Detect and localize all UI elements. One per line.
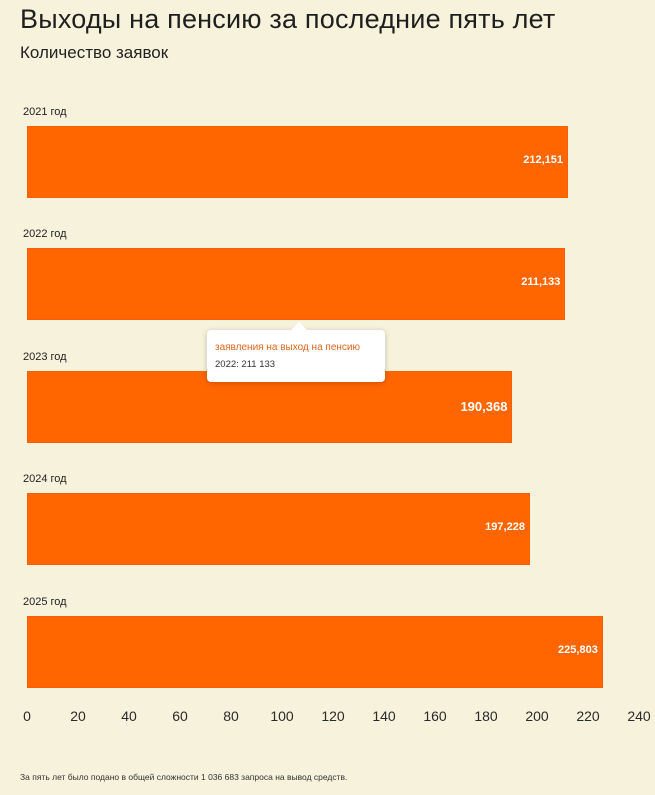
- x-tick-label: 180: [474, 708, 498, 724]
- x-tick-label: 100: [270, 708, 294, 724]
- category-label: 2022 год: [23, 228, 67, 240]
- x-tick-label: 140: [372, 708, 396, 724]
- bar[interactable]: [27, 126, 568, 198]
- category-label: 2023 год: [23, 351, 67, 363]
- tooltip-value: 2022: 211 133: [215, 359, 276, 370]
- bar-value-label: 212,151: [523, 154, 563, 166]
- bar-value-label: 211,133: [521, 276, 561, 288]
- x-tick-label: 60: [172, 708, 188, 724]
- bar[interactable]: [27, 493, 530, 565]
- bar-value-label: 197,228: [485, 521, 525, 533]
- footnote: За пять лет было подано в общей сложност…: [20, 772, 348, 782]
- bar[interactable]: [27, 616, 603, 688]
- bar[interactable]: [27, 371, 513, 443]
- category-label: 2025 год: [23, 596, 67, 608]
- x-tick-label: 40: [121, 708, 137, 724]
- x-tick-label: 80: [223, 708, 239, 724]
- tooltip-series-name: заявления на выход на пенсию: [215, 342, 360, 353]
- bar-value-label: 225,803: [558, 644, 598, 656]
- x-tick-label: 240: [627, 708, 651, 724]
- x-tick-label: 120: [321, 708, 345, 724]
- x-tick-label: 200: [525, 708, 549, 724]
- category-label: 2024 год: [23, 473, 67, 485]
- chart-subtitle: Количество заявок: [20, 43, 169, 62]
- bar-value-label: 190,368: [460, 399, 508, 414]
- bar[interactable]: [27, 248, 566, 320]
- x-tick-label: 20: [70, 708, 86, 724]
- chart-tooltip: заявления на выход на пенсию 2022: 211 1…: [207, 322, 385, 382]
- category-label: 2021 год: [23, 106, 67, 118]
- x-tick-label: 0: [23, 708, 31, 724]
- x-tick-label: 160: [423, 708, 447, 724]
- x-tick-label: 220: [576, 708, 600, 724]
- chart-title: Выходы на пенсию за последние пять лет: [20, 4, 556, 34]
